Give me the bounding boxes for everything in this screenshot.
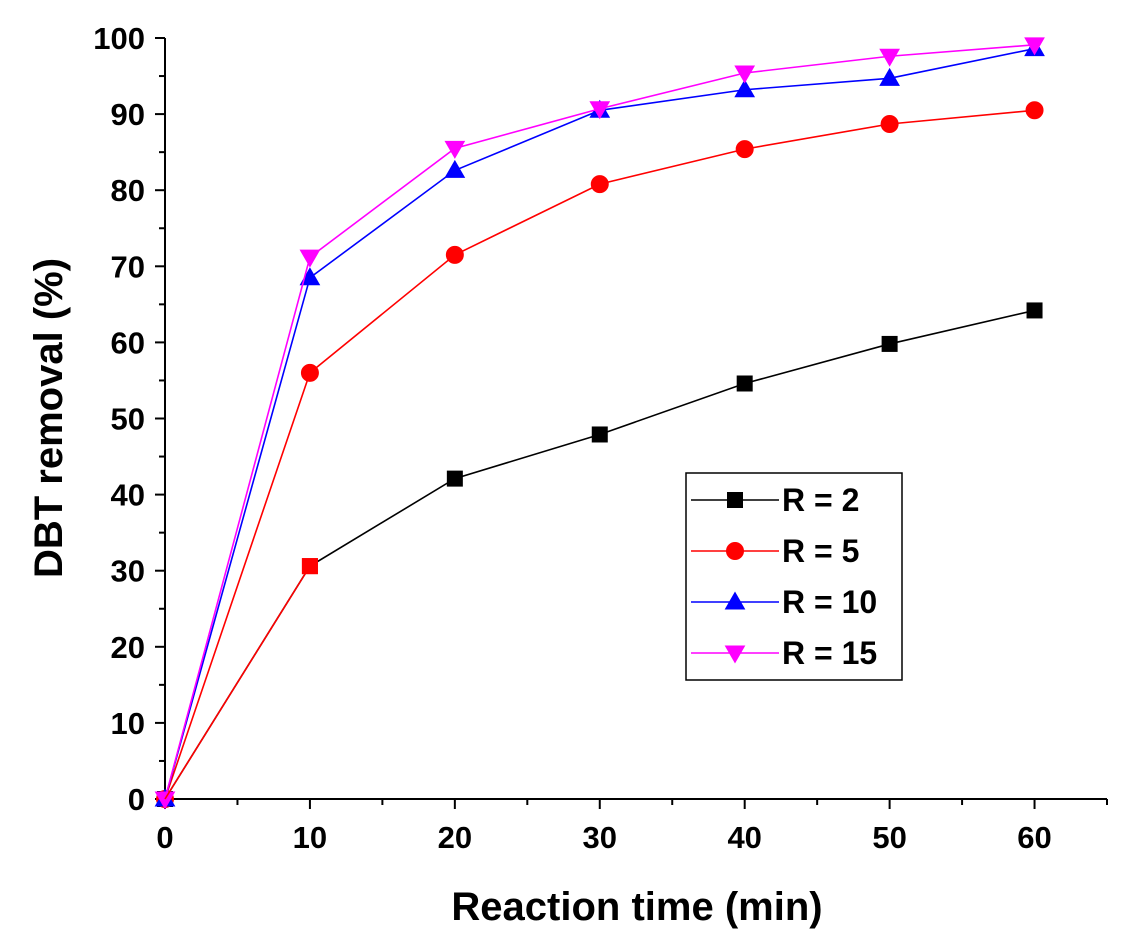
data-point xyxy=(444,159,466,178)
x-tick-label: 0 xyxy=(156,820,173,855)
data-point xyxy=(591,426,608,443)
data-point xyxy=(301,558,318,575)
y-tick-label: 80 xyxy=(111,173,145,208)
legend-label: R = 10 xyxy=(782,584,877,620)
data-point xyxy=(1024,37,1045,56)
series-r2 xyxy=(157,302,1043,807)
legend-item: R = 15 xyxy=(691,635,877,671)
data-point xyxy=(590,175,609,194)
legend-item: R = 2 xyxy=(691,482,859,518)
series-line xyxy=(164,309,1035,800)
y-tick-labels: 0 10 20 30 40 50 60 70 80 90 100 xyxy=(93,21,145,817)
data-point xyxy=(880,114,899,133)
axes xyxy=(155,37,1108,809)
series-r5 xyxy=(156,101,1044,808)
x-tick-label: 10 xyxy=(293,820,327,855)
legend-item: R = 5 xyxy=(691,533,859,569)
data-point xyxy=(444,140,466,159)
y-tick-label: 100 xyxy=(93,21,145,56)
legend-marker xyxy=(727,492,743,508)
legend-marker xyxy=(724,645,746,664)
legend-label: R = 5 xyxy=(782,533,859,569)
y-tick-label: 20 xyxy=(111,630,145,665)
data-point xyxy=(734,79,756,98)
series-r15 xyxy=(154,37,1045,810)
y-tick-label: 90 xyxy=(111,97,145,132)
x-tick-label: 60 xyxy=(1017,820,1051,855)
data-point xyxy=(446,470,463,487)
data-point xyxy=(300,363,319,382)
x-axis-title: Reaction time (min) xyxy=(451,885,822,929)
data-point xyxy=(1026,302,1043,319)
data-point xyxy=(154,791,176,810)
data-point xyxy=(734,65,756,84)
legend-label: R = 2 xyxy=(782,482,859,518)
y-tick-label: 70 xyxy=(111,249,145,284)
data-point xyxy=(879,48,900,67)
series-line-overlay xyxy=(164,565,311,800)
y-tick-label: 0 xyxy=(128,782,145,817)
data-point xyxy=(735,140,754,159)
y-tick-label: 10 xyxy=(111,706,145,741)
data-point xyxy=(881,335,898,352)
plot-series xyxy=(154,37,1045,810)
legend-marker xyxy=(726,542,744,560)
legend: R = 2 R = 5 R = 10 R = 15 xyxy=(685,472,903,681)
legend-box xyxy=(685,472,903,681)
y-tick-label: 30 xyxy=(111,554,145,589)
x-tick-labels: 0 10 20 30 40 50 60 xyxy=(156,820,1051,855)
series-line xyxy=(164,47,1035,800)
legend-item: R = 10 xyxy=(691,584,877,620)
legend-marker xyxy=(724,591,746,610)
series-line xyxy=(164,44,1035,800)
x-tick-label: 30 xyxy=(583,820,617,855)
series-r10 xyxy=(154,38,1045,807)
y-tick-label: 60 xyxy=(111,325,145,360)
legend-label: R = 15 xyxy=(782,635,877,671)
x-tick-label: 20 xyxy=(438,820,472,855)
y-axis-title: DBT removal (%) xyxy=(27,258,71,578)
data-point xyxy=(1025,101,1044,120)
data-point xyxy=(445,245,464,264)
y-tick-label: 40 xyxy=(111,478,145,513)
data-point xyxy=(589,101,611,120)
series-line xyxy=(164,109,1035,800)
y-tick-label: 50 xyxy=(111,402,145,437)
x-tick-label: 50 xyxy=(872,820,906,855)
x-tick-label: 40 xyxy=(727,820,761,855)
data-point xyxy=(879,67,900,86)
data-point xyxy=(736,375,753,392)
data-point xyxy=(299,249,321,268)
